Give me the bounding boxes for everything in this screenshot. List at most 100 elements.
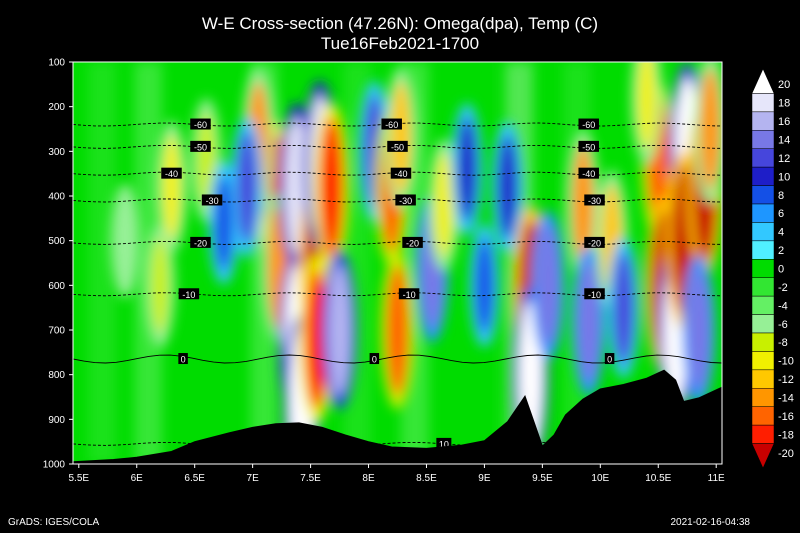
colorbar-label: -12: [778, 374, 794, 386]
y-tick-label: 600: [48, 281, 65, 292]
y-tick-label: 300: [48, 147, 65, 158]
isotherm-label-bg: [387, 140, 408, 152]
chart-title: W-E Cross-section (47.26N): Omega(dpa), …: [201, 14, 599, 33]
isotherm-label-bg: [584, 194, 605, 206]
isotherm-line: [73, 171, 722, 176]
omega-cell: [434, 152, 454, 257]
colorbar-swatch: [751, 222, 775, 242]
colorbar-swatch: [751, 259, 775, 278]
isotherm-label: -40: [165, 169, 178, 179]
colorbar-swatch: [751, 277, 775, 297]
isotherm-label-bg: [398, 288, 420, 300]
isotherm-label-bg: [190, 236, 211, 248]
colorbar-swatch: [751, 295, 775, 315]
isotherm-label-bg: [584, 236, 605, 248]
x-tick-label: 6.5E: [184, 473, 205, 484]
x-tick-label: 7E: [247, 473, 260, 484]
y-tick-label: 200: [48, 102, 65, 113]
omega-cell: [498, 135, 518, 240]
isotherm-label-bg: [178, 288, 200, 300]
colorbar-label: 16: [778, 116, 790, 128]
isotherm-label: -30: [399, 196, 412, 206]
x-tick-label: 10.5E: [645, 473, 671, 484]
credit-text: GrADS: IGES/COLA: [8, 517, 100, 528]
isotherm-label: -30: [206, 196, 219, 206]
y-tick-label: 100: [48, 58, 65, 69]
background-band: [87, 62, 116, 464]
colorbar-swatch: [751, 130, 775, 149]
isotherm-line: [73, 144, 722, 149]
isotherm-label-bg: [161, 167, 182, 179]
isotherm-label: -50: [391, 142, 404, 152]
isotherm-label: -60: [194, 120, 207, 130]
omega-cell: [116, 197, 134, 284]
colorbar-swatch: [751, 148, 775, 168]
colorbar-label: 18: [778, 98, 790, 110]
colorbar-label: 2: [778, 245, 784, 257]
isotherm-label: -10: [182, 290, 195, 300]
isotherm-label-bg: [190, 140, 211, 152]
isotherm-label-bg: [578, 167, 599, 179]
x-tick-label: 5.5E: [69, 473, 90, 484]
isotherm-label-bg: [578, 140, 599, 152]
x-tick-label: 7.5E: [300, 473, 321, 484]
omega-cell: [214, 175, 233, 271]
colorbar-label: 10: [778, 171, 790, 183]
colorbar-label: -4: [778, 300, 788, 312]
omega-cell: [304, 269, 328, 409]
omega-cell: [162, 135, 182, 240]
omega-cell: [637, 62, 657, 150]
isotherm-label-bg: [381, 118, 402, 130]
terrain: [73, 369, 722, 464]
omega-cell: [578, 260, 600, 382]
isotherm-line: [73, 198, 722, 203]
isotherm-label: -40: [394, 169, 407, 179]
isotherm-label-bg: [201, 194, 223, 206]
omega-cell: [688, 269, 710, 391]
y-tick-label: 900: [48, 415, 65, 426]
isotherm-label-bg: [369, 353, 380, 365]
isotherm-line: [73, 292, 722, 297]
y-tick-label: 400: [48, 192, 65, 203]
omega-cell: [699, 68, 721, 190]
x-tick-label: 9.5E: [532, 473, 553, 484]
isotherm-label-bg: [178, 353, 188, 365]
colorbar: 20181614121086420-2-4-6-8-10-12-14-16-18…: [751, 68, 794, 469]
colorbar-swatch: [751, 369, 775, 389]
colorbar-swatch: [751, 314, 775, 334]
colorbar-label: 6: [778, 208, 784, 220]
isotherm-label-bg: [604, 353, 615, 365]
isotherm-label: -20: [194, 238, 207, 248]
isotherm-label-bg: [436, 437, 452, 449]
isotherm-label-bg: [584, 288, 605, 300]
y-tick-label: 700: [48, 326, 65, 337]
omega-cell: [150, 237, 169, 333]
omega-cell: [537, 224, 559, 347]
isotherm-label: -40: [582, 169, 595, 179]
colorbar-label: -20: [778, 448, 794, 460]
omega-cell: [319, 117, 343, 257]
colorbar-swatch: [751, 406, 775, 426]
omega-cell: [386, 264, 409, 396]
omega-cell: [390, 81, 411, 195]
colorbar-top-arrow: [751, 68, 775, 94]
colorbar-label: -8: [778, 337, 788, 349]
isotherm-label-bg: [402, 236, 423, 248]
x-tick-label: 8E: [362, 473, 375, 484]
isotherm-label-bg: [190, 118, 211, 130]
timestamp-text: 2021-02-16-04:38: [670, 517, 750, 528]
isotherm-label-bg: [395, 194, 416, 206]
colorbar-swatch: [751, 424, 775, 444]
colorbar-label: -6: [778, 319, 788, 331]
isotherm-label: -20: [406, 238, 419, 248]
x-tick-label: 11E: [708, 473, 725, 484]
omega-cell: [475, 237, 494, 333]
colorbar-label: 12: [778, 153, 790, 165]
y-tick-label: 500: [48, 236, 65, 247]
isotherm-label: -60: [582, 120, 595, 130]
isotherm-label: -20: [588, 238, 601, 248]
colorbar-swatch: [751, 111, 775, 131]
isotherms: -60 -60 -60 -50 -50 -50 -40 -40 -40 -30 -30 -30 -20 -…: [73, 118, 722, 449]
isotherm-label-bg: [390, 167, 412, 179]
